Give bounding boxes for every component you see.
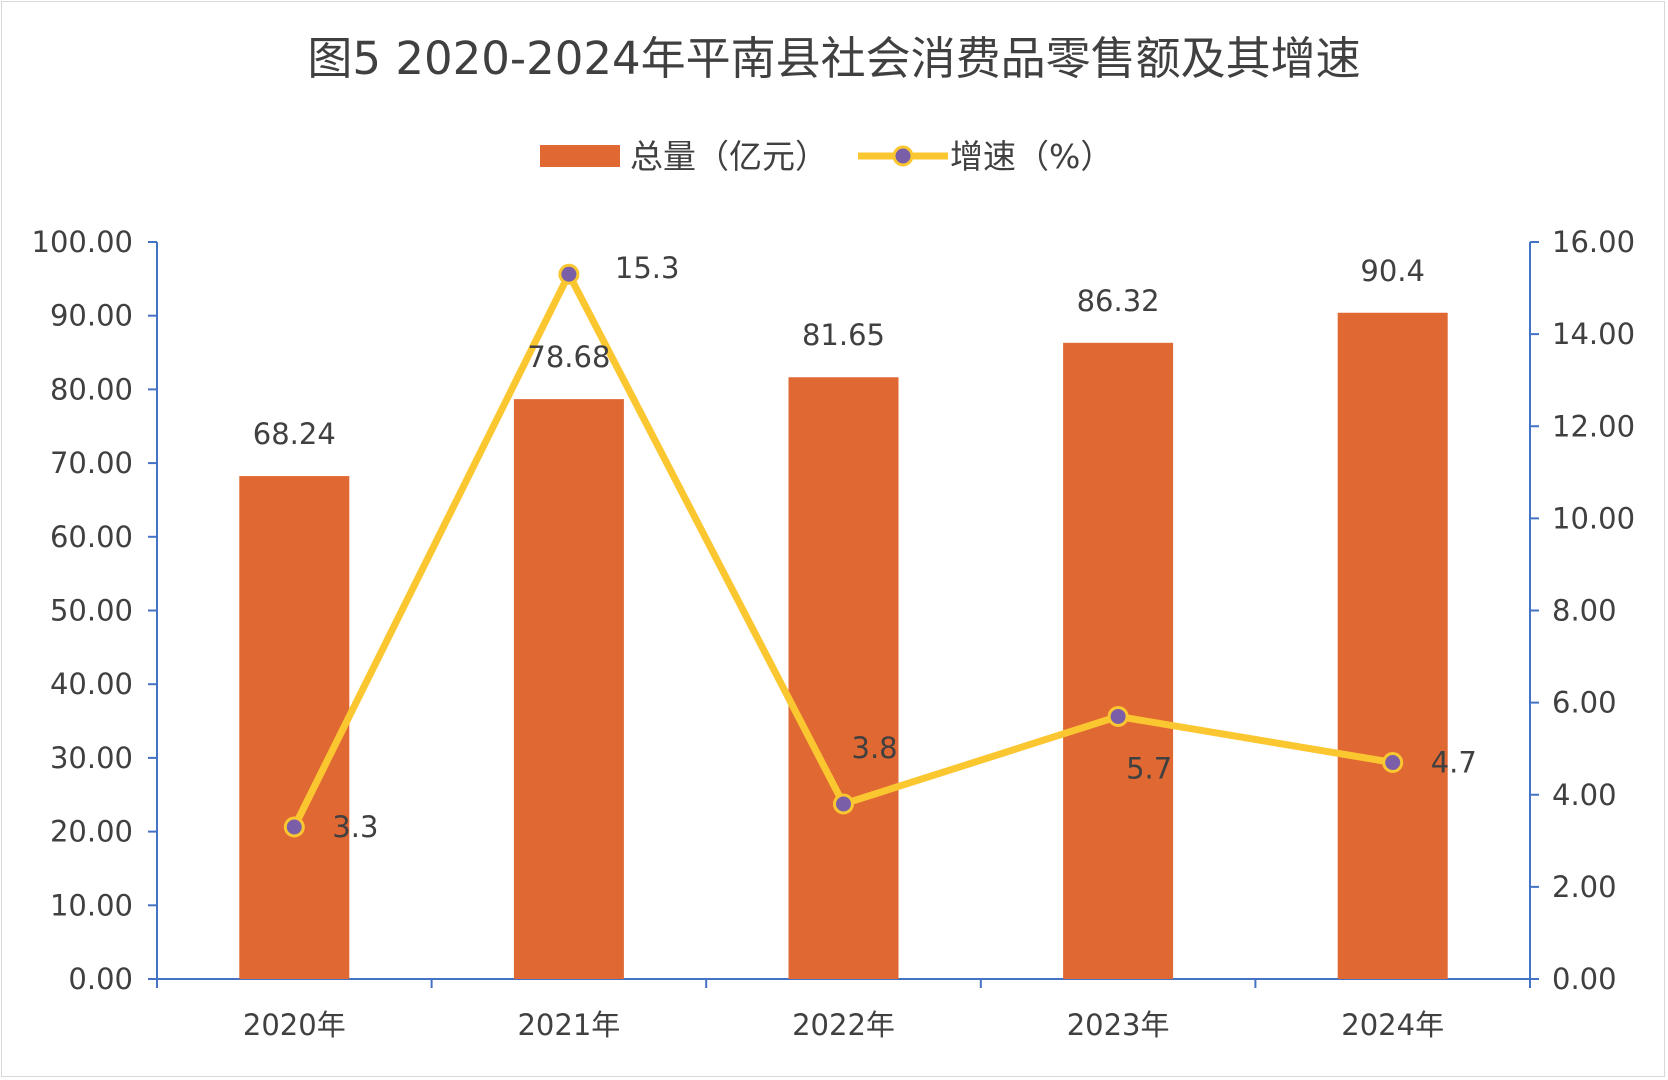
line-data-label: 3.3 [332, 810, 378, 844]
growth-marker [833, 793, 854, 815]
bar [1337, 312, 1448, 979]
bar-data-label: 81.65 [802, 318, 885, 352]
legend: 总量（亿元） 增速（%） [540, 137, 1113, 176]
left-axis-tick-label: 20.00 [50, 815, 133, 849]
left-axis-tick-label: 10.00 [50, 888, 133, 922]
bar [513, 399, 624, 979]
data-labels: 68.24 78.68 81.65 86.32 90.4 3.3 15.3 3.8 5.7 4.7 [253, 251, 1477, 844]
right-axis-tick-label: 10.00 [1552, 501, 1635, 535]
x-axis-tick-label: 2022年 [792, 1008, 895, 1042]
legend-label-line: 增速（%） [950, 137, 1113, 176]
bar [1063, 342, 1174, 979]
right-axis-tick-label: 6.00 [1552, 686, 1617, 720]
bar-data-label: 90.4 [1360, 254, 1425, 288]
line-data-label: 4.7 [1431, 746, 1477, 780]
left-axis-tick-label: 90.00 [50, 299, 133, 333]
right-axis-tick-label: 0.00 [1552, 962, 1617, 996]
left-axis-tick-label: 50.00 [50, 594, 133, 628]
right-axis-tick-label: 14.00 [1552, 317, 1635, 351]
right-axis-tick-label: 4.00 [1552, 778, 1617, 812]
left-axis-tick-label: 70.00 [50, 446, 133, 480]
chart-title: 图5 2020-2024年平南县社会消费品零售额及其增速 [307, 32, 1360, 85]
growth-marker [283, 816, 305, 838]
bar [788, 377, 899, 979]
bar-data-label: 78.68 [527, 340, 610, 374]
legend-swatch-marker [892, 145, 914, 167]
line-data-label: 5.7 [1126, 751, 1172, 785]
left-axis-tick-label: 0.00 [68, 962, 133, 996]
left-axis-tick-label: 60.00 [50, 520, 133, 554]
growth-marker [558, 263, 580, 285]
x-axis-tick-label: 2021年 [517, 1008, 620, 1042]
left-axis-tick-label: 100.00 [32, 225, 133, 259]
line-series [283, 263, 1404, 838]
right-axis-tick-label: 2.00 [1552, 870, 1617, 904]
right-axis-tick-label: 8.00 [1552, 594, 1617, 628]
line-data-label: 3.8 [852, 731, 898, 765]
x-axis-tick-label: 2020年 [243, 1008, 346, 1042]
x-axis-tick-label: 2023年 [1067, 1008, 1170, 1042]
legend-swatch-bar [540, 145, 620, 167]
left-axis-tick-label: 80.00 [50, 372, 133, 406]
growth-marker [1107, 705, 1129, 727]
bar-data-label: 86.32 [1077, 284, 1160, 318]
bar-data-label: 68.24 [253, 417, 336, 451]
x-axis-tick-label: 2024年 [1341, 1008, 1444, 1042]
line-data-label: 15.3 [615, 251, 680, 285]
left-axis-tick-label: 30.00 [50, 741, 133, 775]
axes: 0.00 10.00 20.00 30.00 40.00 50.00 60.00 70.00 8… [32, 225, 1636, 1042]
bar [239, 476, 350, 979]
bar-series [239, 312, 1448, 979]
legend-label-bar: 总量（亿元） [630, 137, 828, 176]
right-axis-tick-label: 12.00 [1552, 409, 1635, 443]
left-axis-tick-label: 40.00 [50, 667, 133, 701]
right-axis-tick-label: 16.00 [1552, 225, 1635, 259]
growth-marker [1382, 752, 1404, 774]
